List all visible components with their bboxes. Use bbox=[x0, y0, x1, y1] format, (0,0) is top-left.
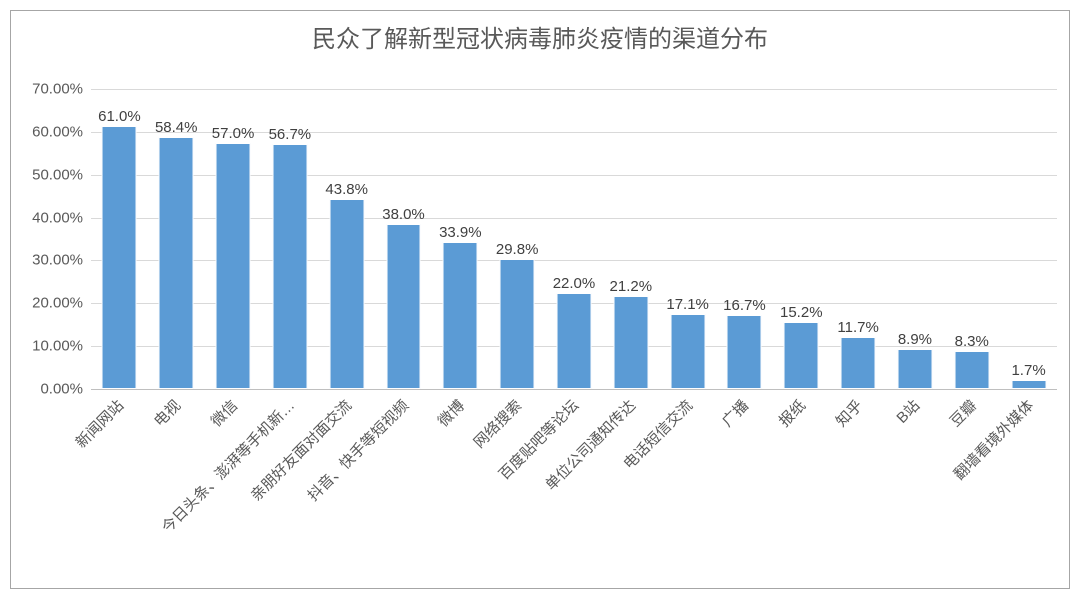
bar-value-label: 1.7% bbox=[1011, 362, 1045, 381]
bar-value-label: 43.8% bbox=[325, 181, 368, 200]
bar: 21.2% bbox=[613, 296, 648, 389]
bar-slot: 8.3%豆瓣 bbox=[943, 89, 1000, 389]
x-axis-tick-label: 电视 bbox=[149, 395, 185, 431]
chart-frame: 民众了解新型冠状病毒肺炎疫情的渠道分布 0.00%10.00%20.00%30.… bbox=[10, 10, 1070, 589]
bar-value-label: 16.7% bbox=[723, 297, 766, 316]
y-axis-tick-label: 30.00% bbox=[32, 252, 91, 269]
x-axis-tick-label: 微博 bbox=[433, 395, 469, 431]
bar: 57.0% bbox=[216, 143, 251, 389]
bar-slot: 17.1%电话短信交流 bbox=[659, 89, 716, 389]
bar-value-label: 29.8% bbox=[496, 241, 539, 260]
bar-slot: 29.8%网络搜索 bbox=[489, 89, 546, 389]
bar-value-label: 57.0% bbox=[212, 125, 255, 144]
bar-slot: 21.2%单位公司通知传达 bbox=[602, 89, 659, 389]
bar-value-label: 61.0% bbox=[98, 108, 141, 127]
bar-slot: 1.7%翻墙看境外媒体 bbox=[1000, 89, 1057, 389]
bar: 1.7% bbox=[1011, 380, 1046, 389]
bar-slot: 58.4%电视 bbox=[148, 89, 205, 389]
bar: 33.9% bbox=[443, 242, 478, 389]
y-axis-tick-label: 70.00% bbox=[32, 81, 91, 98]
bar: 15.2% bbox=[784, 322, 819, 389]
bar-slot: 8.9%B站 bbox=[887, 89, 944, 389]
bar-slot: 61.0%新闻网站 bbox=[91, 89, 148, 389]
bar-value-label: 56.7% bbox=[269, 126, 312, 145]
bar-value-label: 58.4% bbox=[155, 119, 198, 138]
bar-value-label: 11.7% bbox=[837, 319, 878, 338]
x-axis-tick-label: 抖音、快手等短视频 bbox=[302, 395, 412, 505]
chart-title: 民众了解新型冠状病毒肺炎疫情的渠道分布 bbox=[11, 19, 1069, 54]
y-axis-tick-label: 50.00% bbox=[32, 166, 91, 183]
bar-slot: 33.9%微博 bbox=[432, 89, 489, 389]
x-axis-tick-label: 微信 bbox=[206, 395, 242, 431]
bar-slot: 38.0%抖音、快手等短视频 bbox=[375, 89, 432, 389]
bar-value-label: 21.2% bbox=[610, 278, 653, 297]
bar: 8.3% bbox=[954, 351, 989, 389]
bar-value-label: 22.0% bbox=[553, 275, 596, 294]
bar: 11.7% bbox=[841, 337, 876, 389]
bar: 8.9% bbox=[897, 349, 932, 389]
bar-value-label: 15.2% bbox=[780, 304, 823, 323]
plot-area: 0.00%10.00%20.00%30.00%40.00%50.00%60.00… bbox=[91, 89, 1057, 389]
gridline bbox=[91, 389, 1057, 390]
bar-value-label: 8.9% bbox=[898, 331, 932, 350]
y-axis-tick-label: 0.00% bbox=[40, 381, 91, 398]
bar: 56.7% bbox=[272, 144, 307, 389]
bar-slot: 15.2%报纸 bbox=[773, 89, 830, 389]
x-axis-tick-label: 知乎 bbox=[831, 395, 867, 431]
x-axis-tick-label: 报纸 bbox=[774, 395, 810, 431]
bar: 38.0% bbox=[386, 224, 421, 389]
x-axis-tick-label: B站 bbox=[891, 395, 924, 428]
bar-value-label: 17.1% bbox=[666, 296, 709, 315]
bar: 61.0% bbox=[102, 126, 137, 389]
bar-slot: 56.7%今日头条、澎湃等手机新… bbox=[261, 89, 318, 389]
bar: 16.7% bbox=[727, 315, 762, 389]
y-axis-tick-label: 20.00% bbox=[32, 295, 91, 312]
x-axis-tick-label: 豆瓣 bbox=[945, 395, 981, 431]
bar-slot: 43.8%亲朋好友面对面交流 bbox=[318, 89, 375, 389]
bar: 58.4% bbox=[159, 137, 194, 389]
bar-slot: 57.0%微信 bbox=[205, 89, 262, 389]
bar-value-label: 33.9% bbox=[439, 224, 482, 243]
bar: 22.0% bbox=[557, 293, 592, 389]
bar: 29.8% bbox=[500, 259, 535, 389]
bar: 17.1% bbox=[670, 314, 705, 389]
bar: 43.8% bbox=[329, 199, 364, 389]
bar-value-label: 8.3% bbox=[955, 333, 989, 352]
bar-slot: 22.0%百度贴吧等论坛 bbox=[546, 89, 603, 389]
bar-slot: 16.7%广播 bbox=[716, 89, 773, 389]
x-axis-tick-label: 亲朋好友面对面交流 bbox=[245, 395, 355, 505]
x-axis-tick-label: 广播 bbox=[717, 395, 753, 431]
y-axis-tick-label: 60.00% bbox=[32, 123, 91, 140]
y-axis-tick-label: 40.00% bbox=[32, 209, 91, 226]
y-axis-tick-label: 10.00% bbox=[32, 338, 91, 355]
bar-value-label: 38.0% bbox=[382, 206, 425, 225]
x-axis-tick-label: 新闻网站 bbox=[71, 395, 128, 452]
bar-slot: 11.7%知乎 bbox=[830, 89, 887, 389]
